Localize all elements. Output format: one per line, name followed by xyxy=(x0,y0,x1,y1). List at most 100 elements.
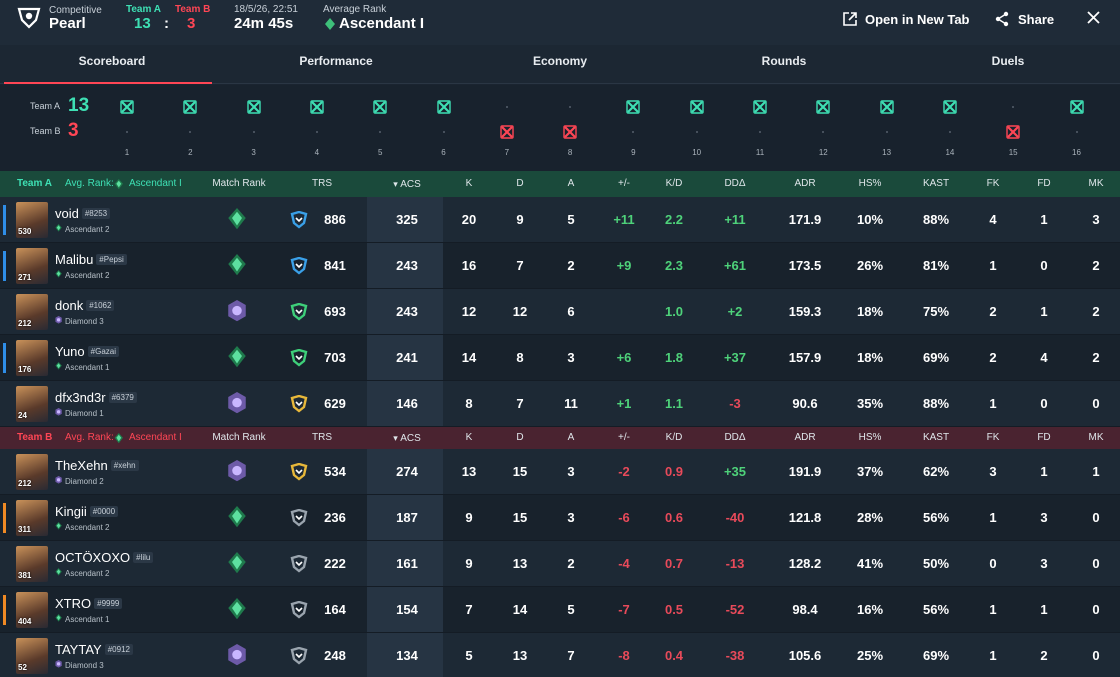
rank-icon-diamond-svg xyxy=(228,460,246,482)
player-rank: Diamond 3 xyxy=(65,661,104,670)
round-dot xyxy=(569,106,572,108)
stat-cell: 9 xyxy=(516,212,524,227)
player-row[interactable]: 271 Malibu #Pepsi Ascendant 2 841 243 16 7 2 +9 2.… xyxy=(0,243,1120,289)
column-header: Match Rank xyxy=(212,178,266,189)
stat-cell: 6 xyxy=(567,304,575,319)
round-win-icon xyxy=(499,124,515,145)
player-name: XTRO xyxy=(55,596,92,611)
stat-cell: 20 xyxy=(461,212,477,227)
rank-icon-diamond-svg xyxy=(228,644,246,666)
rank-icon-ascendant-svg xyxy=(55,568,62,576)
tab[interactable]: Economy xyxy=(532,54,587,68)
rank-icon-ascendant-svg xyxy=(228,346,246,368)
stat-cell: 841 xyxy=(324,258,346,273)
round-dot xyxy=(695,131,698,133)
player-name: void xyxy=(55,206,79,221)
round-win-icon-svg xyxy=(183,100,197,114)
stat-cell: 8 xyxy=(516,350,524,365)
stat-cell: 0 xyxy=(1092,510,1100,525)
tab[interactable]: Rounds xyxy=(761,54,807,68)
player-name: Yuno xyxy=(55,344,85,359)
tab[interactable]: Duels xyxy=(991,54,1025,68)
trs-icon-svg xyxy=(290,462,308,481)
stat-cell: +9 xyxy=(616,258,632,273)
player-level: 212 xyxy=(18,479,32,488)
rank-icon-diamond xyxy=(55,408,62,418)
acs-highlight xyxy=(367,587,443,632)
stat-cell: 2 xyxy=(567,258,575,273)
player-row[interactable]: 212 donk #1062 Diamond 3 693 243 12 12 6 1.0 +2 159… xyxy=(0,289,1120,335)
trs-icon xyxy=(290,394,308,418)
open-new-tab-button[interactable]: Open in New Tab xyxy=(842,9,970,29)
stat-cell: 26% xyxy=(856,258,884,273)
stat-cell: 5 xyxy=(465,648,473,663)
player-row[interactable]: 176 Yuno #Gazai Ascendant 1 703 241 14 8 3 +6 1.8 +… xyxy=(0,335,1120,381)
round-number: 10 xyxy=(692,148,702,157)
close-button[interactable] xyxy=(1087,11,1100,24)
round-win-icon-svg xyxy=(753,100,767,114)
rank-icon-ascendant-svg xyxy=(228,598,246,620)
column-header: HS% xyxy=(858,432,882,443)
player-row[interactable]: 530 void #8253 Ascendant 2 886 325 20 9 5 +11 2.2 +… xyxy=(0,197,1120,243)
player-row[interactable]: 24 dfx3nd3r #6379 Diamond 1 629 146 8 7 11 +1 1.1 -… xyxy=(0,381,1120,427)
stat-cell: 7 xyxy=(516,396,524,411)
stat-cell: 15 xyxy=(512,510,528,525)
avg-rank-label: Avg. Rank: xyxy=(65,432,114,443)
round-win-icon xyxy=(689,99,705,120)
player-tag: #lilu xyxy=(133,552,154,563)
column-header: Match Rank xyxy=(212,432,266,443)
team-a-label: Team A xyxy=(126,4,162,15)
stat-cell: 11 xyxy=(564,396,578,411)
column-header: TRS xyxy=(312,178,332,189)
tab[interactable]: Scoreboard xyxy=(0,45,224,84)
stat-cell: 2 xyxy=(1092,304,1100,319)
player-rank: Diamond 1 xyxy=(65,409,104,418)
round-win-icon-svg xyxy=(1069,100,1084,114)
stat-cell: 88% xyxy=(922,396,950,411)
round-dot xyxy=(885,131,888,133)
share-button[interactable]: Share xyxy=(994,9,1054,29)
trs-icon-svg xyxy=(290,302,308,321)
stat-cell: +11 xyxy=(613,212,635,227)
avg-rank: Ascendant I xyxy=(129,178,182,189)
round-win-icon-svg xyxy=(1006,125,1020,139)
stat-cell: 191.9 xyxy=(788,464,822,479)
round-dot xyxy=(1012,106,1015,108)
stat-cell: 105.6 xyxy=(788,648,822,663)
player-tag: #Pepsi xyxy=(96,254,127,265)
player-name: Kingii xyxy=(55,504,87,519)
column-header: HS% xyxy=(858,178,882,189)
player-level: 381 xyxy=(18,571,32,580)
stat-cell: 0.4 xyxy=(664,648,684,663)
round-win-icon-svg xyxy=(246,100,261,114)
rank-icon-ascendant-svg xyxy=(55,522,62,530)
trs-icon xyxy=(290,600,308,624)
stat-cell: 41% xyxy=(856,556,884,571)
player-rank: Ascendant 2 xyxy=(65,523,110,532)
trs-icon xyxy=(290,348,308,372)
player-level: 311 xyxy=(18,525,31,534)
rank-icon-diamond-svg xyxy=(55,660,62,668)
player-row[interactable]: 404 XTRO #9999 Ascendant 1 164 154 7 14 5 -7 0.5 -5… xyxy=(0,587,1120,633)
stat-cell: 3 xyxy=(567,510,575,525)
stat-cell: 90.6 xyxy=(792,396,818,411)
stat-cell: 159.3 xyxy=(788,304,822,319)
player-name: TheXehn xyxy=(55,458,108,473)
rank-icon-ascendant xyxy=(227,552,247,580)
round-number: 12 xyxy=(818,148,828,157)
round-win-icon-svg xyxy=(563,125,577,139)
stat-cell: 16% xyxy=(856,602,884,617)
stat-cell: 7 xyxy=(567,648,575,663)
player-row[interactable]: 311 Kingii #0000 Ascendant 2 236 187 9 15 3 -6 0.6… xyxy=(0,495,1120,541)
player-rank: Ascendant 1 xyxy=(65,615,110,624)
tab[interactable]: Performance xyxy=(299,54,373,68)
player-row[interactable]: 52 TAYTAY #0912 Diamond 3 248 134 5 13 7 -8 0.4 -38… xyxy=(0,633,1120,677)
stat-cell: +37 xyxy=(723,350,747,365)
stat-cell: 3 xyxy=(989,464,997,479)
player-row[interactable]: 381 OCTÖXOXO #lilu Ascendant 2 222 161 9 13 2 -4 0… xyxy=(0,541,1120,587)
stat-cell: 9 xyxy=(465,556,473,571)
round-win-icon xyxy=(625,99,641,120)
player-row[interactable]: 212 TheXehn #xehn Diamond 2 534 274 13 15 3 -2 0.9… xyxy=(0,449,1120,495)
player-tag: #6379 xyxy=(108,392,137,403)
round-dot xyxy=(948,131,951,133)
